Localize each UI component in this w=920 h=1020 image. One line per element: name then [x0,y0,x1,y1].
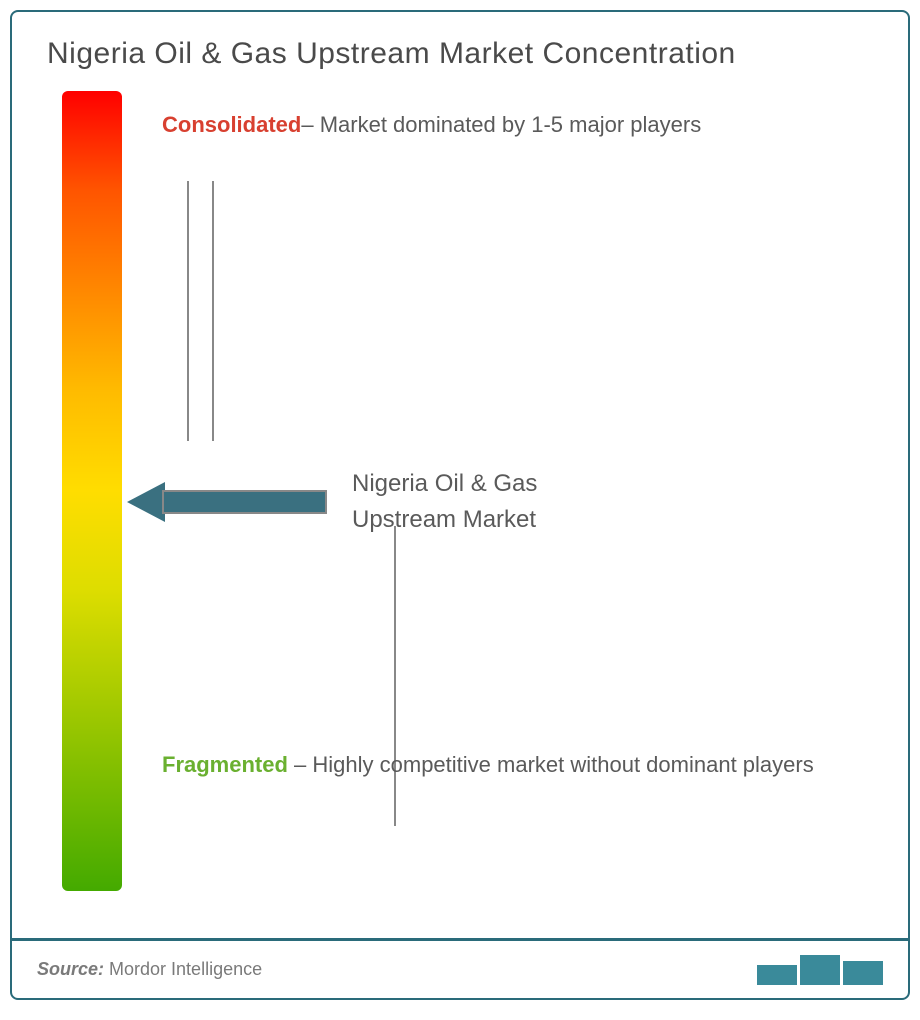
connector-line-2 [212,181,214,441]
logo-bar-3 [843,961,883,985]
fragmented-description: – Highly competitive market without domi… [288,752,814,777]
logo-bar-2 [800,955,840,985]
market-indicator: Nigeria Oil & Gas Upstream Market [127,466,537,538]
content-area: Consolidated– Market dominated by 1-5 ma… [12,91,908,911]
fragmented-label: Fragmented – Highly competitive market w… [162,741,868,789]
consolidated-keyword: Consolidated [162,112,301,137]
chart-container: Nigeria Oil & Gas Upstream Market Concen… [10,10,910,1000]
consolidated-description: – Market dominated by 1-5 major players [301,112,701,137]
connector-line-1 [187,181,189,441]
fragmented-keyword: Fragmented [162,752,288,777]
arrow-icon [127,482,327,522]
logo-bar-1 [757,965,797,985]
chart-title: Nigeria Oil & Gas Upstream Market Concen… [12,12,908,91]
source-label: Source: [37,959,104,979]
arrow-body [162,490,327,514]
source-text: Source: Mordor Intelligence [37,959,262,980]
source-name: Mordor Intelligence [104,959,262,979]
consolidated-label: Consolidated– Market dominated by 1-5 ma… [162,101,868,149]
footer: Source: Mordor Intelligence [12,938,908,998]
logo-icon [757,955,883,985]
concentration-gradient-bar [62,91,122,891]
arrow-head [127,482,165,522]
market-name-label: Nigeria Oil & Gas Upstream Market [352,466,537,538]
